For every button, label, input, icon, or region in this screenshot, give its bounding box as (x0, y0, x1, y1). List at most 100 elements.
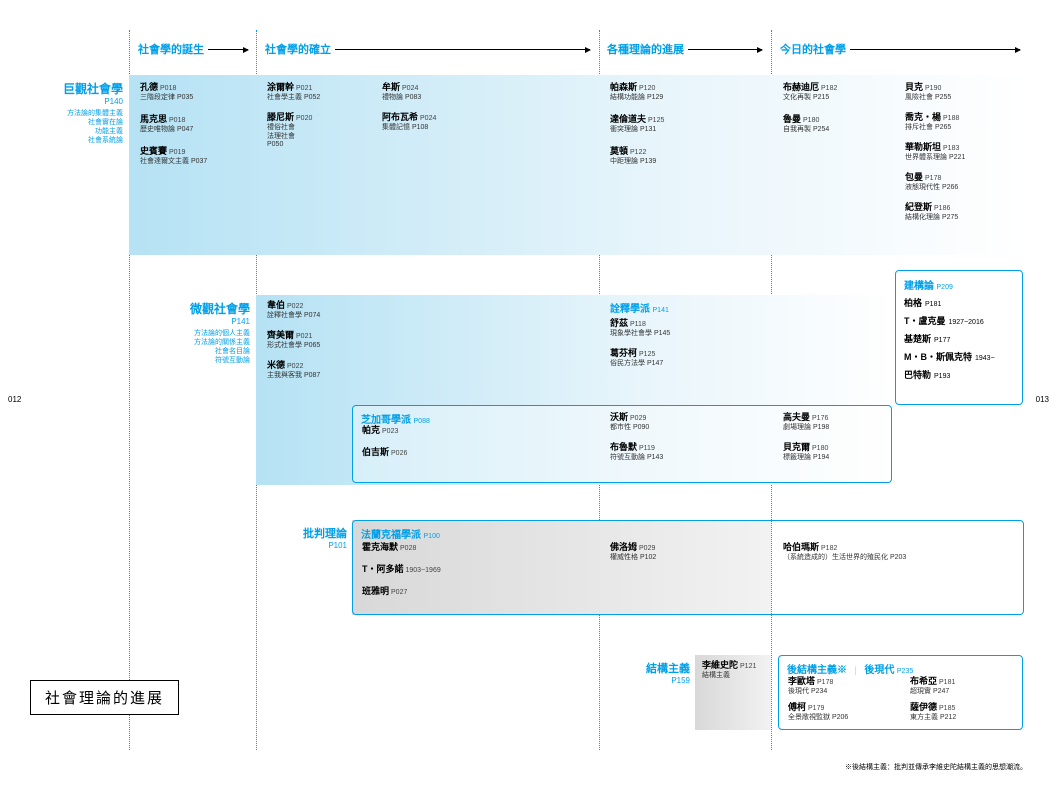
entry: 帕克P023 (362, 425, 398, 437)
era-label: 今日的社會學 (780, 41, 846, 57)
entry: 貝克爾P180標籤理論 P194 (783, 442, 829, 463)
era-arrow-1: 社會學的確立 (265, 40, 590, 58)
entry-name: 牟斯P024 (382, 82, 421, 94)
entry: T・盧克曼1927~2016 (904, 314, 1014, 327)
entry-name: 貝克爾P180 (783, 442, 829, 454)
category-struct: 結構主義 P159 (635, 660, 690, 685)
entry-sub: 超現實 P247 (910, 688, 955, 697)
entry-sub: 全景敞視監獄 P206 (788, 714, 848, 723)
band-macro (129, 75, 1024, 255)
entry-name: 馬克思P018 (140, 114, 193, 126)
entry-sub: 現象學社會學 P145 (610, 330, 670, 339)
era-arrow-3: 今日的社會學 (780, 40, 1020, 58)
entry: 伯吉斯P026 (362, 447, 407, 459)
entry-name: 傅柯P179 (788, 702, 848, 714)
page-number-left: 012 (8, 395, 21, 404)
category-macro-title: 巨觀社會學 (38, 80, 123, 97)
category-micro-title: 微觀社會學 (160, 300, 250, 317)
entry-name: 莫頓P122 (610, 146, 656, 158)
entry-name: 李歐塔P178 (788, 676, 833, 688)
entry: 班雅明P027 (362, 586, 407, 598)
entry: 傅柯P179全景敞視監獄 P206 (788, 702, 848, 723)
category-sub-item: 方法論的集體主義 (38, 109, 123, 118)
arrow-icon (850, 49, 1020, 50)
entry-sub: 後現代 P234 (788, 688, 833, 697)
entry: 貝克P190風險社會 P255 (905, 82, 951, 103)
entry-name: 佛洛姆P029 (610, 542, 656, 554)
entry: 紀登斯P186結構化理論 P275 (905, 202, 958, 223)
footnote: ※後結構主義：批判並傳承李維史陀結構主義的思想潮流。 (845, 762, 1027, 772)
entry: 霍克海默P028 (362, 542, 416, 554)
entry-name: 涂爾幹P021 (267, 82, 320, 94)
entry: 魯曼P180自我再製 P254 (783, 114, 829, 135)
entry-name: 布赫迪厄P182 (783, 82, 837, 94)
category-sub-item: 方法論的關係主義 (160, 338, 250, 347)
entry: 米德P022主我與客我 P087 (267, 360, 320, 381)
interp-head: 詮釋學派 P141 (610, 300, 669, 315)
category-critical: 批判理論 P101 (292, 525, 347, 550)
entry-name: 葛芬柯P125 (610, 348, 663, 360)
entry-sub: 社會學主義 P052 (267, 94, 320, 103)
entry-sub: 排斥社會 P265 (905, 124, 959, 133)
entry: 高夫曼P176劇場理論 P198 (783, 412, 829, 433)
entry: 薩伊德P185東方主義 P212 (910, 702, 956, 723)
entry: 布希亞P181超現實 P247 (910, 676, 955, 697)
entry-sub: （系統造成的）生活世界的殖民化 P203 (783, 554, 906, 563)
entry-name: 史賓賽P019 (140, 146, 207, 158)
entry-name: 滕尼斯P020 (267, 112, 312, 124)
entry-name: 班雅明P027 (362, 586, 407, 598)
entry-sub: 文化再製 P215 (783, 94, 837, 103)
entry-name: 紀登斯P186 (905, 202, 958, 214)
entry-name: 帕森斯P120 (610, 82, 663, 94)
entry-name: 布魯默P119 (610, 442, 663, 454)
category-sub-item: 社會實在論 (38, 118, 123, 127)
chicago-page: P088 (414, 418, 430, 425)
poststruct-title2: 後現代 (864, 665, 894, 676)
entry-name: 達倫道夫P125 (610, 114, 664, 126)
entry-sub: 社會達爾文主義 P037 (140, 158, 207, 167)
entry-name: 貝克P190 (905, 82, 951, 94)
entry-sub: 俗民方法學 P147 (610, 360, 663, 369)
entry-sub: 三階段定律 P035 (140, 94, 193, 103)
entry-name: 薩伊德P185 (910, 702, 956, 714)
era-label: 社會學的確立 (265, 41, 331, 57)
entry: 佛洛姆P029權威性格 P102 (610, 542, 656, 563)
entry-name: 沃斯P029 (610, 412, 649, 424)
entry-sub: 世界體系理論 P221 (905, 154, 965, 163)
entry-name: 喬克・楊P188 (905, 112, 959, 124)
entry-sub: 法理社會 (267, 133, 312, 142)
entry: 達倫道夫P125衝突理論 P131 (610, 114, 664, 135)
entry: 史賓賽P019社會達爾文主義 P037 (140, 146, 207, 167)
era-label: 社會學的誕生 (138, 41, 204, 57)
category-struct-title: 結構主義 (635, 660, 690, 676)
category-macro: 巨觀社會學 P140 方法論的集體主義社會實在論功能主義社會系統論 (38, 80, 123, 145)
entry: 韋伯P022詮釋社會學 P074 (267, 300, 320, 321)
entry-name: 布希亞P181 (910, 676, 955, 688)
diagram-title: 社會理論的進展 (30, 680, 179, 715)
entry-sub: 符號互動論 P143 (610, 454, 663, 463)
category-sub-item: 社會名目論 (160, 347, 250, 356)
category-critical-page: P101 (292, 541, 347, 550)
entry-sub: 都市性 P090 (610, 424, 649, 433)
entry: 馬克思P018歷史唯物論 P047 (140, 114, 193, 135)
entry: T・阿多諾1903~1969 (362, 564, 441, 576)
page-number-right: 013 (1036, 395, 1049, 404)
entry-sub: 詮釋社會學 P074 (267, 312, 320, 321)
entry: 柏格P181 (904, 296, 1014, 309)
interp-page: P141 (653, 307, 669, 314)
entry: 舒茲P118現象學社會學 P145 (610, 318, 670, 339)
entry-name: 霍克海默P028 (362, 542, 416, 554)
category-macro-page: P140 (38, 97, 123, 106)
category-micro-page: P141 (160, 317, 250, 326)
category-sub-item: 功能主義 (38, 127, 123, 136)
entry-sub: 自我再製 P254 (783, 126, 829, 135)
category-sub-item: 方法論的個人主義 (160, 329, 250, 338)
entry-sub: 主我與客我 P087 (267, 372, 320, 381)
entry-sub: 劇場理論 P198 (783, 424, 829, 433)
entry-name: 齊美爾P021 (267, 330, 320, 342)
entry-sub: 衝突理論 P131 (610, 126, 664, 135)
entry-name: 阿布瓦希P024 (382, 112, 436, 124)
poststruct-title1: 後結構主義※ (787, 665, 847, 676)
entry: 涂爾幹P021社會學主義 P052 (267, 82, 320, 103)
category-micro: 微觀社會學 P141 方法論的個人主義方法論的關係主義社會名目論符號互動論 (160, 300, 250, 365)
